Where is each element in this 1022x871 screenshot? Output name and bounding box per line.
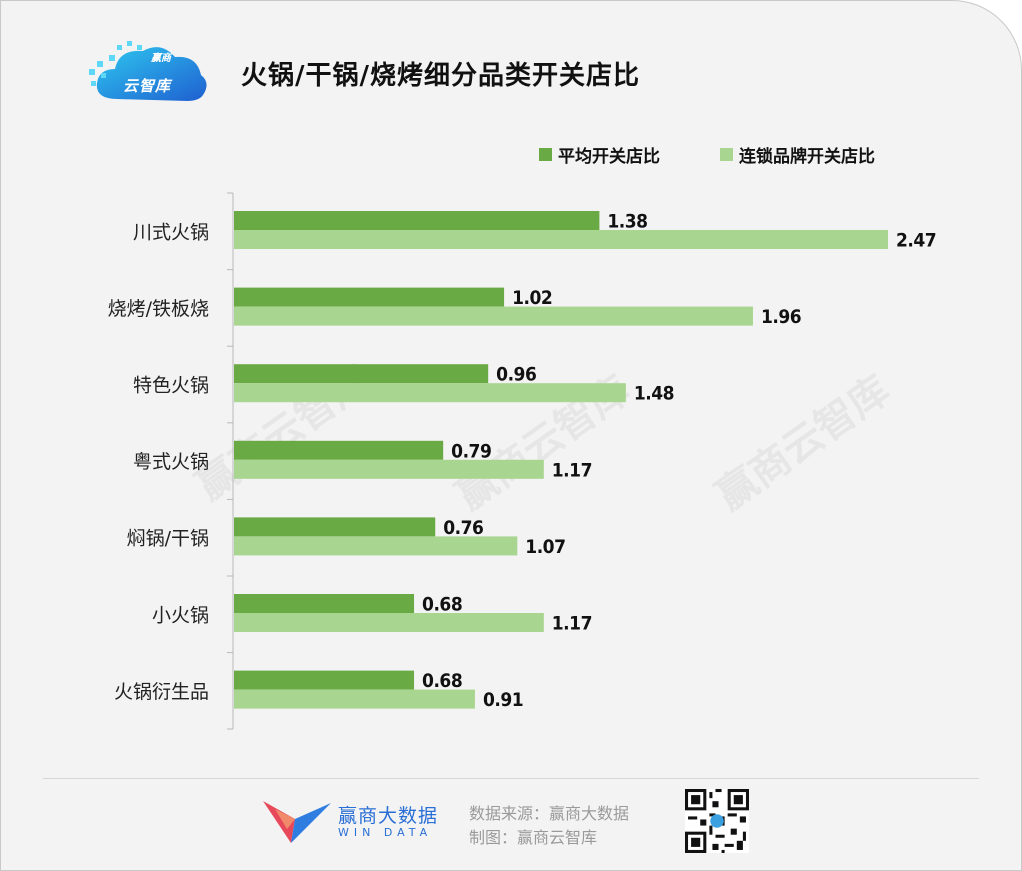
data-label: 1.17 [552,613,592,635]
data-label: 0.96 [496,364,536,386]
bar-series2 [234,689,475,709]
bar-series2 [234,306,753,326]
bar-series1 [234,670,415,690]
bar-series1 [234,517,436,537]
bar-series1 [234,594,415,613]
bar-series1 [234,287,505,307]
logo-text: 云智库 [123,77,172,95]
chart-producer: 制图：赢商云智库 [469,828,598,847]
data-label: 1.02 [512,287,552,309]
category-label: 火锅衍生品 [114,681,209,703]
category-label: 特色火锅 [133,375,209,397]
data-source: 数据来源：赢商大数据 [469,804,630,823]
data-label: 1.48 [634,383,674,405]
bar-series1 [234,364,489,384]
legend-swatch-series1 [539,147,552,161]
brand-name-en: WIN DATA [338,826,433,839]
bar-series2 [234,230,888,249]
bar-series2 [234,613,544,632]
qr-code-icon[interactable] [685,789,749,853]
windata-logo-icon [263,801,331,843]
legend-item-series1: 平均开关店比 [539,143,660,167]
bar-series2 [234,459,544,479]
source-note: 数据来源：赢商大数据 制图：赢商云智库 [469,802,629,850]
bar-series2 [234,536,518,556]
data-label: 0.68 [422,594,462,616]
data-label: 1.38 [607,211,647,233]
bar-series1 [234,211,600,230]
data-label: 2.47 [896,230,936,252]
data-label: 0.79 [451,440,491,462]
chart-title: 火锅/干锅/烧烤细分品类开关店比 [241,61,640,91]
footer-divider [43,778,979,779]
data-label: 0.68 [422,670,462,692]
category-label: 小火锅 [152,604,209,626]
data-label: 1.07 [525,536,565,558]
category-label: 粤式火锅 [133,451,209,473]
data-label: 1.17 [552,459,592,481]
category-label: 川式火锅 [133,221,209,243]
logo-top-text: 赢商 [151,53,171,64]
bar-series2 [234,383,626,403]
bar-series1 [234,440,444,460]
brand-name-cn: 赢商大数据 [338,805,439,827]
data-label: 0.76 [443,517,483,539]
cloud-logo-icon [89,41,207,101]
legend-swatch-series2 [720,147,733,161]
category-label: 焖锅/干锅 [127,528,209,550]
legend-item-series2: 连锁品牌开关店比 [720,143,875,167]
category-label: 烧烤/铁板烧 [108,298,209,320]
data-label: 1.96 [761,306,801,328]
legend-label-series1: 平均开关店比 [558,146,660,167]
bar-chart: 川式火锅 1.38 2.47 烧烤/铁板烧 1.02 1.96 特色火锅 0.96 1.48 粤式… [108,192,937,730]
legend-label-series2: 连锁品牌开关店比 [739,146,875,167]
data-label: 0.91 [483,689,523,711]
